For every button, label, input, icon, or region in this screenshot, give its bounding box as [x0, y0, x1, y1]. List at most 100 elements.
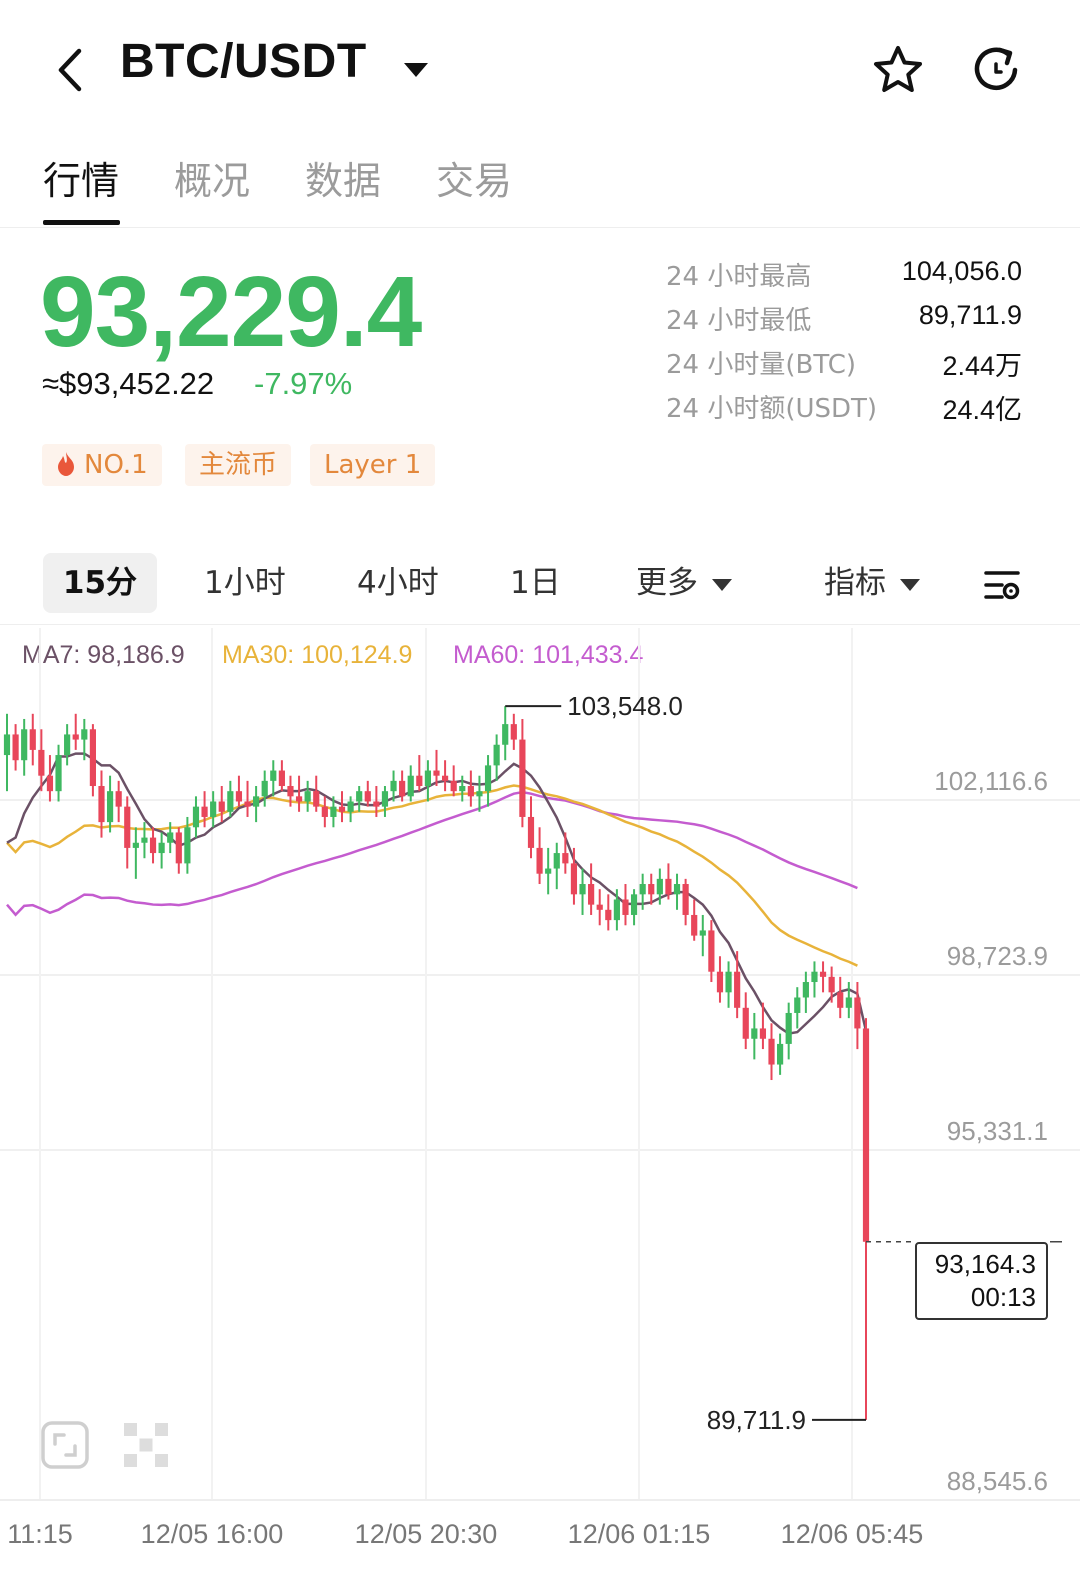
candle-body [364, 791, 371, 802]
x-axis-label: 12/05 16:00 [141, 1519, 284, 1549]
candle-body [837, 992, 844, 1008]
candle-body [158, 842, 165, 854]
tab-trade[interactable]: 交易 [436, 159, 513, 203]
candle-countdown: 00:13 [970, 1282, 1036, 1312]
tab-overview[interactable]: 概况 [174, 159, 251, 203]
candle-body [725, 971, 732, 993]
expand-icon [41, 1421, 89, 1469]
chart-settings-button[interactable] [982, 565, 1022, 605]
x-axis-label: 12/06 05:45 [781, 1519, 924, 1549]
candle-body [89, 729, 96, 787]
candle-body [691, 914, 698, 936]
candle-body [467, 786, 474, 797]
caret-down-icon [900, 578, 920, 591]
candle-body [244, 801, 251, 807]
candle-body [416, 775, 423, 787]
candle-body [441, 775, 449, 781]
candle-body [210, 801, 217, 817]
y-axis-label: 95,331.1 [947, 1116, 1048, 1146]
stats-panel: 24 小时最高 104,056.0 24 小时最低 89,711.9 24 小时… [666, 256, 1022, 432]
candle-body [545, 868, 552, 874]
candle-body [433, 770, 440, 776]
candle-body [768, 1038, 775, 1065]
favorite-button[interactable] [872, 44, 924, 96]
stat-label: 24 小时额(USDT) [666, 394, 878, 424]
tab-bar: 行情 概况 数据 交易 [0, 140, 1080, 228]
candle-body [802, 982, 809, 998]
candle-body [630, 894, 638, 915]
x-axis-label: 12/05 20:30 [355, 1519, 498, 1549]
candle-body [175, 832, 182, 864]
more-label: 更多 [636, 565, 698, 601]
candle-body [716, 971, 724, 993]
exchange-watermark [124, 1420, 168, 1470]
candle-body [304, 791, 311, 802]
tag-category[interactable]: 主流币 [185, 444, 292, 486]
candle-body [149, 837, 157, 854]
back-button[interactable] [40, 40, 100, 100]
candle-body [613, 899, 620, 921]
indicator-label: 指标 [824, 565, 886, 601]
candle-body [261, 780, 268, 797]
stat-value: 24.4亿 [942, 395, 1022, 425]
more-intervals-dropdown[interactable]: 更多 [636, 553, 732, 613]
pair-selector-button[interactable] [396, 50, 436, 90]
candle-body [38, 749, 45, 776]
candle-body [12, 734, 19, 761]
y-axis-label: 98,723.9 [947, 941, 1048, 971]
candle-body [493, 744, 500, 766]
candle-body [184, 827, 191, 864]
candle-body [98, 786, 105, 823]
candle-body [862, 1028, 870, 1242]
tag-layer[interactable]: Layer 1 [310, 444, 436, 486]
tag-rank[interactable]: NO.1 [42, 444, 162, 486]
candle-body [167, 832, 174, 843]
candle-body [751, 1028, 758, 1039]
candlestick-chart[interactable]: 102,116.6 98,723.9 95,331.1 88,545.6 11:15 12… [0, 626, 1080, 1566]
candle-body [510, 724, 517, 740]
high-marker-label: 103,548.0 [567, 691, 683, 721]
interval-1h[interactable]: 1小时 [204, 565, 286, 601]
ma30-line [6, 784, 858, 967]
candle-body [218, 801, 225, 812]
candle-body [579, 884, 586, 895]
y-axis-label: 88,545.6 [947, 1466, 1048, 1496]
interval-4h[interactable]: 4小时 [357, 565, 439, 601]
chart-settings-icon [984, 571, 1020, 600]
pair-title[interactable]: BTC/USDT [120, 35, 367, 88]
candle-body [201, 806, 208, 817]
interval-15m[interactable]: 15分 [43, 553, 157, 613]
candle-body [235, 791, 243, 802]
candle-body [141, 837, 148, 843]
candle-body [390, 780, 397, 792]
candle-body [682, 884, 689, 915]
interval-1d[interactable]: 1日 [510, 565, 561, 601]
candle-body [338, 806, 346, 812]
ma60-line [6, 790, 858, 917]
ma60-legend: MA60: 101,433.4 [453, 641, 644, 669]
stat-value: 89,711.9 [918, 300, 1022, 330]
price-change: -7.97% [254, 366, 353, 401]
candle-body [665, 878, 672, 895]
candle-body [72, 734, 79, 740]
candle-body [278, 770, 285, 787]
candle-body [132, 842, 139, 848]
candle-body [373, 801, 380, 807]
tag-label: NO.1 [84, 450, 148, 480]
fullscreen-button[interactable] [40, 1420, 90, 1470]
tab-market[interactable]: 行情 [43, 159, 120, 203]
candle-body [29, 729, 36, 750]
candle-body [588, 884, 595, 905]
tab-data[interactable]: 数据 [305, 159, 382, 203]
candle-body [527, 816, 535, 848]
indicator-dropdown[interactable]: 指标 [824, 553, 920, 613]
candle-body [845, 997, 852, 1008]
stat-label: 24 小时最高 [666, 262, 812, 292]
refresh-button[interactable] [970, 44, 1022, 96]
candle-body [46, 775, 54, 792]
usd-price: ≈$93,452.22 [42, 366, 215, 401]
stat-turnover: 24 小时额(USDT) 24.4亿 [666, 388, 1022, 432]
active-tab-indicator [43, 220, 120, 225]
candle-body [476, 791, 483, 797]
candle-body [484, 765, 492, 792]
